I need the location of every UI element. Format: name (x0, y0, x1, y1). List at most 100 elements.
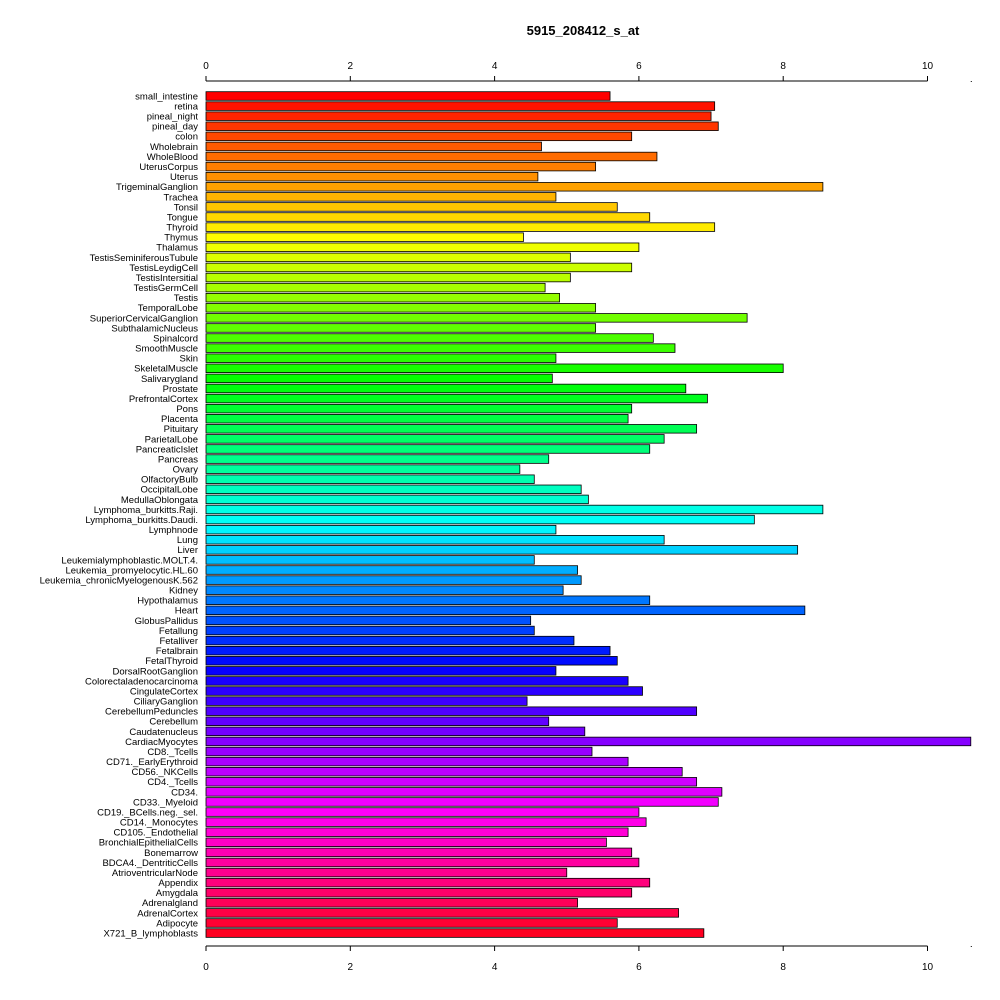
category-label: DorsalRootGanglion (112, 666, 198, 677)
bar (205, 888, 633, 898)
bottom-tick-label: 10 (922, 962, 934, 973)
bar (205, 524, 557, 535)
category-label: OlfactoryBulb (141, 475, 198, 486)
category-label: Leukemia_chronicMyelogenousK.562 (40, 575, 198, 586)
top-axis-end-mark (970, 81, 972, 82)
bar (205, 545, 799, 555)
bottom-tick-label: 4 (492, 962, 498, 973)
bar (205, 837, 607, 847)
bar (205, 414, 629, 424)
category-label: WholeBlood (147, 152, 198, 163)
bar (205, 716, 550, 726)
bar (205, 645, 611, 656)
bar (205, 736, 972, 747)
bar (205, 777, 698, 787)
bar (205, 857, 640, 868)
category-label: Tongue (167, 212, 198, 223)
category-label: Prostate (163, 384, 198, 395)
bar (205, 282, 546, 293)
bar (205, 424, 698, 434)
bar (205, 877, 651, 888)
category-label: CD33._Myeloid (133, 797, 198, 808)
category-labels: small_intestineretinapineal_nightpineal_… (40, 91, 199, 939)
bar (205, 121, 719, 131)
bar (205, 706, 698, 716)
bar (205, 101, 716, 111)
top-tick-label: 6 (636, 61, 642, 72)
bar (205, 807, 640, 817)
category-label: colon (175, 132, 198, 143)
category-label: Adrenalgland (142, 898, 198, 909)
category-label: Bonemarrow (144, 848, 198, 859)
bar (205, 111, 712, 121)
category-label: AtrioventricularNode (112, 868, 198, 879)
bar (205, 141, 542, 152)
bar (205, 252, 571, 263)
bar (205, 575, 582, 585)
category-label: Thalamus (156, 243, 198, 254)
bottom-tick-label: 0 (203, 962, 209, 973)
category-label: CD34. (171, 787, 198, 798)
category-label: PancreaticIslet (136, 444, 199, 455)
top-axis: 0 2 4 6 8 10 (203, 61, 972, 82)
bar (205, 494, 589, 505)
bar (205, 615, 532, 626)
category-label: ParietalLobe (145, 434, 198, 445)
category-label: Liver (177, 545, 198, 556)
bar (205, 898, 578, 908)
bar (205, 817, 647, 827)
category-label: Cerebellum (149, 717, 198, 728)
bar (205, 333, 654, 343)
category-label: Pancreas (158, 454, 198, 465)
bar (205, 232, 524, 242)
category-label: Skin (180, 354, 198, 365)
category-label: CD19._BCells.neg._sel. (97, 807, 198, 818)
bar (205, 797, 719, 807)
bar (205, 787, 723, 797)
category-label: SubthalamicNucleus (111, 323, 198, 334)
category-label: Leukemialymphoblastic.MOLT.4. (61, 555, 198, 566)
bar (205, 383, 687, 394)
bar (205, 454, 550, 464)
category-label: Ovary (173, 465, 199, 476)
bar (205, 908, 679, 918)
category-label: SmoothMuscle (135, 344, 198, 355)
bar (205, 212, 651, 222)
bar (205, 686, 643, 696)
bar (205, 595, 651, 605)
bar (205, 182, 824, 192)
bar (205, 313, 748, 323)
bar (205, 746, 593, 757)
bar (205, 726, 586, 737)
bar (205, 676, 629, 686)
bar (205, 373, 553, 384)
category-label: Leukemia_promyelocytic.HL.60 (65, 565, 198, 576)
bar (205, 272, 571, 283)
bar (205, 767, 683, 777)
bottom-tick-label: 6 (636, 962, 642, 973)
category-label: PrefrontalCortex (129, 394, 198, 405)
bar (205, 656, 618, 666)
category-label: TestisGermCell (134, 283, 198, 294)
category-label: Trachea (164, 192, 199, 203)
category-label: retina (174, 101, 198, 112)
bar (205, 171, 539, 182)
bar (205, 464, 521, 474)
bar (205, 91, 611, 101)
bar (205, 262, 633, 273)
category-label: TestisSeminiferousTubule (90, 253, 198, 264)
category-label: Lung (177, 535, 198, 546)
bar (205, 343, 676, 353)
bar (205, 474, 535, 484)
bar (205, 363, 784, 374)
category-label: Colorectaladenocarcinoma (85, 676, 199, 687)
category-label: CiliaryGanglion (134, 697, 198, 708)
bar (205, 625, 535, 636)
top-tick-label: 10 (922, 61, 934, 72)
category-label: TemporalLobe (138, 303, 198, 314)
category-label: Thymus (164, 233, 198, 244)
category-label: Appendix (158, 878, 198, 889)
category-label: Pituitary (164, 424, 199, 435)
category-label: Hypothalamus (137, 596, 198, 607)
bottom-tick-label: 2 (348, 962, 354, 973)
